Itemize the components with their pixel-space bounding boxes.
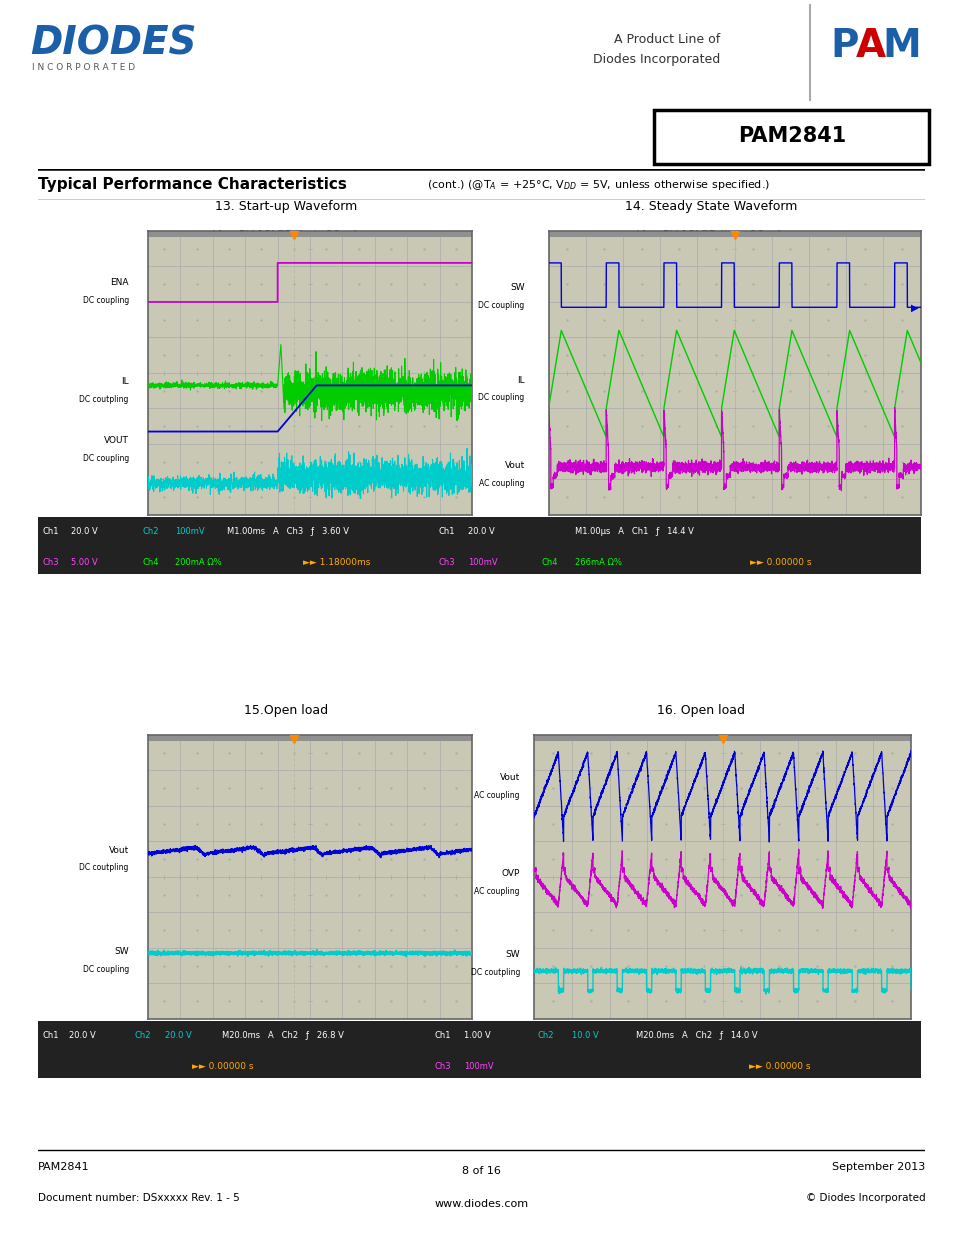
Text: Diodes Incorporated: Diodes Incorporated bbox=[592, 53, 720, 65]
Text: AC coupling: AC coupling bbox=[474, 790, 519, 800]
Text: P: P bbox=[829, 27, 858, 65]
Text: 20.0 V: 20.0 V bbox=[165, 1031, 192, 1040]
Text: DC coutpling: DC coutpling bbox=[470, 968, 519, 977]
Text: M: M bbox=[882, 27, 920, 65]
Text: SW: SW bbox=[510, 283, 524, 293]
Text: SW: SW bbox=[114, 947, 129, 956]
Text: 10.0 V: 10.0 V bbox=[571, 1031, 598, 1040]
Text: Ch1: Ch1 bbox=[43, 527, 59, 536]
Text: ▶: ▶ bbox=[910, 303, 918, 312]
Text: Ch1: Ch1 bbox=[438, 527, 455, 536]
Text: OVP: OVP bbox=[501, 868, 519, 878]
Text: DC coutpling: DC coutpling bbox=[79, 863, 129, 872]
Text: ►► 0.00000 s: ►► 0.00000 s bbox=[192, 1062, 253, 1071]
Text: T: T bbox=[292, 232, 295, 238]
Text: Ch2: Ch2 bbox=[142, 527, 158, 536]
Text: DC coupling: DC coupling bbox=[83, 295, 129, 305]
Text: 20.0 V: 20.0 V bbox=[468, 527, 495, 536]
Text: A Product Line of: A Product Line of bbox=[613, 33, 720, 46]
Text: T: T bbox=[732, 232, 736, 238]
Text: Ch1: Ch1 bbox=[434, 1031, 450, 1040]
Bar bbox=[534, 735, 910, 741]
Text: Ch2: Ch2 bbox=[134, 1031, 151, 1040]
Text: DC coutpling: DC coutpling bbox=[79, 395, 129, 404]
Text: Ch3: Ch3 bbox=[438, 558, 456, 567]
Text: ►► 0.00000 s: ►► 0.00000 s bbox=[748, 1062, 809, 1071]
Text: 100mV: 100mV bbox=[463, 1062, 493, 1071]
Text: 200mA Ω%: 200mA Ω% bbox=[175, 558, 221, 567]
Text: Ch3: Ch3 bbox=[434, 1062, 451, 1071]
Bar bbox=[148, 735, 472, 741]
Text: 16. Open load: 16. Open load bbox=[657, 704, 744, 718]
Text: Typical Performance Characteristics: Typical Performance Characteristics bbox=[38, 177, 347, 193]
Text: Vin=5V,10LED,Iled=20mA: Vin=5V,10LED,Iled=20mA bbox=[213, 230, 359, 240]
Text: T: T bbox=[292, 736, 295, 742]
Text: Ch1: Ch1 bbox=[43, 1031, 59, 1040]
Text: VOUT: VOUT bbox=[104, 436, 129, 445]
Text: Ch3: Ch3 bbox=[43, 558, 59, 567]
Text: M20.0ms   A   Ch2   ƒ   26.8 V: M20.0ms A Ch2 ƒ 26.8 V bbox=[222, 1031, 344, 1040]
Text: 15.Open load: 15.Open load bbox=[244, 704, 328, 718]
Text: IL: IL bbox=[121, 378, 129, 387]
Text: DIODES: DIODES bbox=[30, 25, 196, 63]
Text: T: T bbox=[720, 736, 724, 742]
Text: A: A bbox=[855, 27, 885, 65]
Text: ►► 0.00000 s: ►► 0.00000 s bbox=[749, 558, 811, 567]
Text: 5.00 V: 5.00 V bbox=[71, 558, 98, 567]
Text: Vout: Vout bbox=[109, 846, 129, 855]
Text: M1.00ms   A   Ch3   ƒ   3.60 V: M1.00ms A Ch3 ƒ 3.60 V bbox=[227, 527, 349, 536]
Text: SW: SW bbox=[505, 951, 519, 960]
Text: Document number: DSxxxxx Rev. 1 - 5: Document number: DSxxxxx Rev. 1 - 5 bbox=[38, 1193, 239, 1203]
Text: www.diodes.com: www.diodes.com bbox=[435, 1199, 528, 1209]
Text: 20.0 V: 20.0 V bbox=[71, 527, 98, 536]
Text: September 2013: September 2013 bbox=[831, 1162, 924, 1172]
Text: © Diodes Incorporated: © Diodes Incorporated bbox=[805, 1193, 924, 1203]
Text: Vout: Vout bbox=[499, 773, 519, 782]
Bar bbox=[548, 231, 920, 237]
Text: 266mA Ω%: 266mA Ω% bbox=[575, 558, 621, 567]
Text: AC coupling: AC coupling bbox=[474, 887, 519, 895]
Text: 20.0 V: 20.0 V bbox=[69, 1031, 95, 1040]
Text: 13. Start-up Waveform: 13. Start-up Waveform bbox=[214, 200, 357, 214]
Text: AC coupling: AC coupling bbox=[478, 478, 524, 488]
Text: ENA: ENA bbox=[111, 278, 129, 287]
Text: DC coupling: DC coupling bbox=[83, 453, 129, 463]
Text: 100mV: 100mV bbox=[175, 527, 205, 536]
Text: I N C O R P O R A T E D: I N C O R P O R A T E D bbox=[32, 63, 135, 72]
Text: DC coupling: DC coupling bbox=[478, 393, 524, 403]
Text: Ch4: Ch4 bbox=[540, 558, 557, 567]
Text: DC coupling: DC coupling bbox=[478, 301, 524, 310]
Text: DC coupling: DC coupling bbox=[83, 965, 129, 973]
Text: 14. Steady State Waveform: 14. Steady State Waveform bbox=[624, 200, 796, 214]
Text: M20.0ms   A   Ch2   ƒ   14.0 V: M20.0ms A Ch2 ƒ 14.0 V bbox=[635, 1031, 757, 1040]
Text: IL: IL bbox=[517, 375, 524, 384]
Text: Ch4: Ch4 bbox=[142, 558, 158, 567]
Text: 100mV: 100mV bbox=[468, 558, 497, 567]
Text: Vout: Vout bbox=[504, 461, 524, 469]
Text: PAM2841: PAM2841 bbox=[737, 126, 845, 146]
Text: ►► 1.18000ms: ►► 1.18000ms bbox=[302, 558, 370, 567]
Text: (cont.) (@T$_A$ = +25°C, V$_{DD}$ = 5V, unless otherwise specified.): (cont.) (@T$_A$ = +25°C, V$_{DD}$ = 5V, … bbox=[424, 178, 769, 191]
Text: 8 of 16: 8 of 16 bbox=[462, 1166, 500, 1176]
Text: Ch2: Ch2 bbox=[537, 1031, 554, 1040]
Text: PAM2841: PAM2841 bbox=[38, 1162, 90, 1172]
Text: 1.00 V: 1.00 V bbox=[463, 1031, 490, 1040]
Text: M1.00μs   A   Ch1   ƒ   14.4 V: M1.00μs A Ch1 ƒ 14.4 V bbox=[575, 527, 694, 536]
Bar bbox=[148, 231, 472, 237]
Text: Vin=5V,10LED,Iled=20mA: Vin=5V,10LED,Iled=20mA bbox=[637, 230, 783, 240]
